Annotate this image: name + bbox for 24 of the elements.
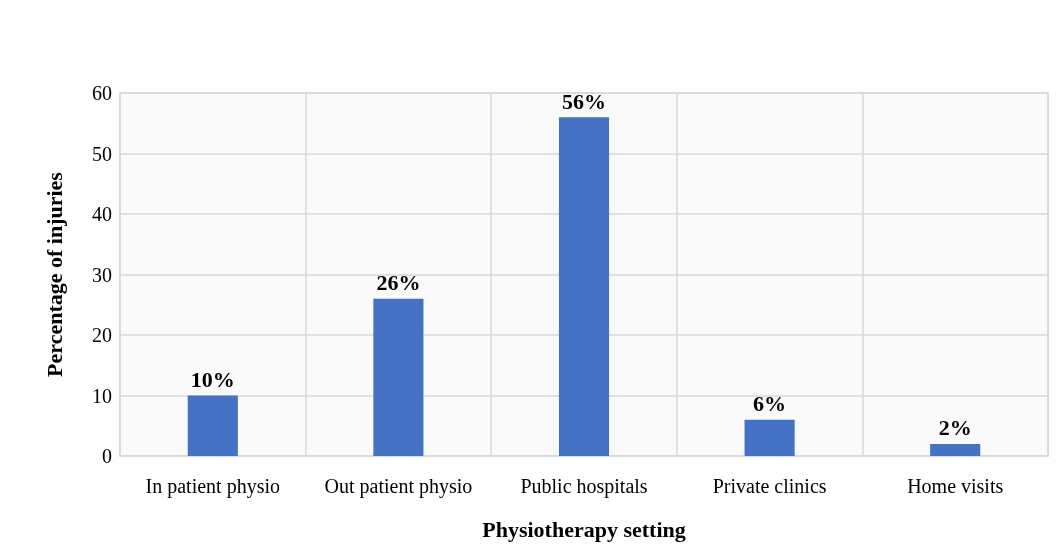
bar xyxy=(930,443,981,456)
y-tick-label: 50 xyxy=(92,142,112,165)
bar xyxy=(187,395,238,456)
bar xyxy=(373,298,424,456)
y-tick-label: 60 xyxy=(92,82,112,104)
data-label: 2% xyxy=(938,415,972,441)
x-tick-label: Private clinics xyxy=(712,475,827,497)
data-label: 6% xyxy=(753,391,787,417)
data-label: 10% xyxy=(190,367,235,392)
data-label: 56% xyxy=(562,88,606,114)
bar xyxy=(744,419,795,456)
x-tick-label: In patient physio xyxy=(145,475,281,498)
y-tick-label: 30 xyxy=(92,263,112,286)
x-axis-title: Physiotherapy setting xyxy=(482,516,686,542)
bar xyxy=(558,117,610,456)
x-tick-label: Out patient physio xyxy=(324,475,473,498)
y-tick-label: 40 xyxy=(92,203,112,225)
data-label: 26% xyxy=(376,270,421,296)
y-axis-title: Percentage of injuries xyxy=(41,171,67,377)
y-tick-label: 20 xyxy=(92,324,112,346)
x-tick-label: Home visits xyxy=(907,475,1004,497)
y-tick-label: 0 xyxy=(102,445,112,467)
x-tick-label: Public hospitals xyxy=(520,475,648,498)
y-tick-label: 10 xyxy=(92,384,112,407)
